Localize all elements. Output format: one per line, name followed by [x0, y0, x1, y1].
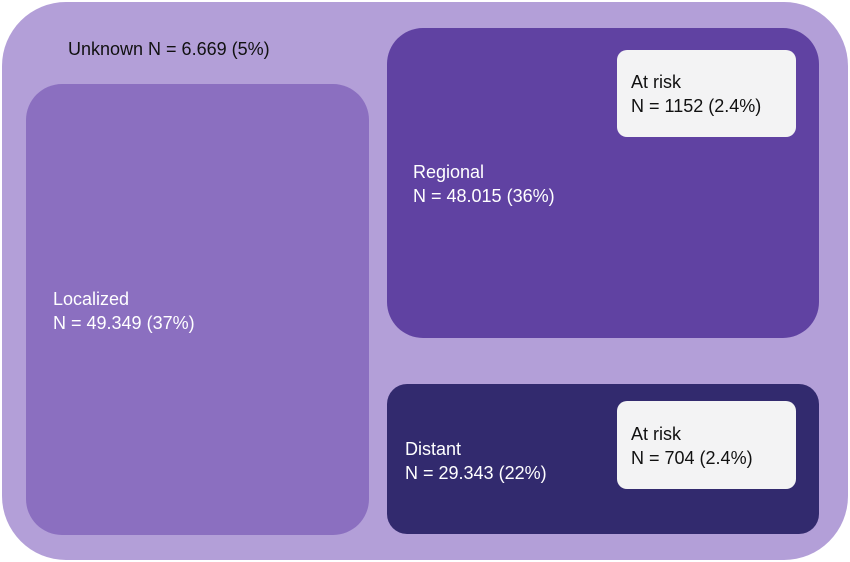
localized-count: N = 49.349 (37%)	[53, 313, 195, 333]
regional-label: Regional N = 48.015 (36%)	[413, 160, 555, 208]
regional-name: Regional	[413, 162, 485, 182]
localized-region	[26, 84, 369, 535]
localized-name: Localized	[53, 289, 130, 309]
regional-at-risk-count: N = 1152 (2.4%)	[631, 96, 762, 116]
distant-at-risk-box: At risk N = 704 (2.4%)	[617, 401, 796, 489]
localized-label: Localized N = 49.349 (37%)	[53, 287, 195, 335]
distant-name: Distant	[405, 439, 462, 459]
unknown-label: Unknown N = 6.669 (5%)	[68, 39, 270, 59]
regional-count: N = 48.015 (36%)	[413, 186, 555, 206]
distant-label: Distant N = 29.343 (22%)	[405, 437, 547, 485]
distant-at-risk-name: At risk	[631, 424, 682, 444]
distant-count: N = 29.343 (22%)	[405, 463, 547, 483]
distant-at-risk-count: N = 704 (2.4%)	[631, 448, 753, 468]
regional-at-risk-box: At risk N = 1152 (2.4%)	[617, 50, 796, 137]
regional-at-risk-name: At risk	[631, 72, 682, 92]
